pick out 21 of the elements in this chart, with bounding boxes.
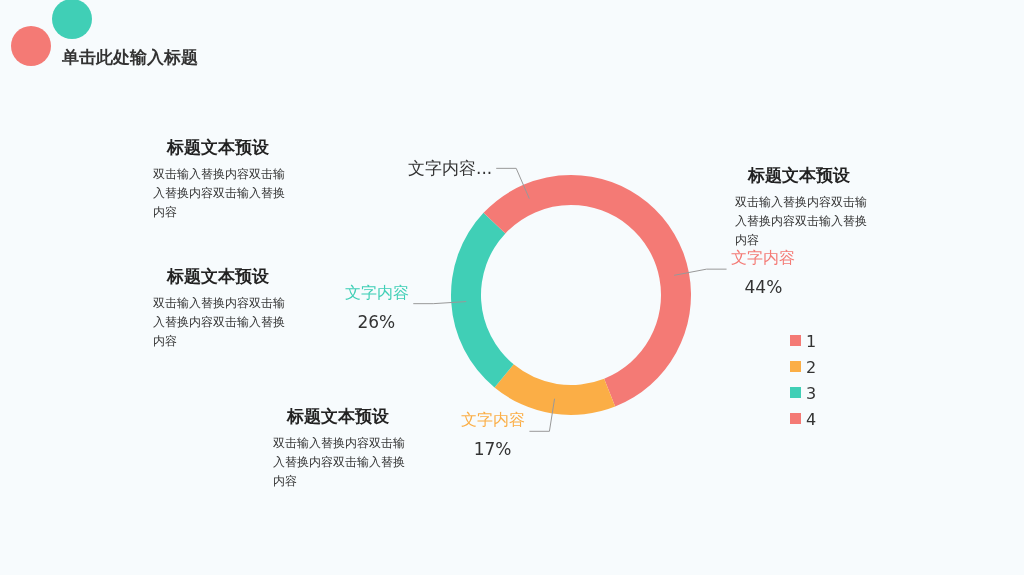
text: 文字内容...: [407, 158, 493, 179]
text: 双击输入替换内容双击输入替换内容双击输入替换内容: [153, 296, 285, 348]
text: 文字内容: [730, 248, 795, 268]
text: 双击输入替换内容双击输入替换内容双击输入替换内容: [153, 167, 285, 219]
donut-slice: [451, 212, 514, 388]
legend-label: 1: [806, 332, 817, 351]
text: 标题文本预设: [166, 266, 270, 286]
legend-label: 4: [806, 410, 817, 429]
data-label: 17%: [473, 439, 512, 460]
text: 标题文本预设: [166, 137, 270, 157]
legend-label: 2: [806, 358, 817, 377]
text: 标题文本预设: [286, 406, 390, 426]
text: 单击此处输入标题: [61, 47, 198, 67]
legend-label: 3: [806, 384, 817, 403]
data-label: 44%: [744, 277, 783, 298]
data-label: 26%: [357, 311, 396, 332]
text: 文字内容: [461, 410, 526, 430]
text: 标题文本预设: [747, 165, 851, 185]
text: 双击输入替换内容双击输入替换内容双击输入替换内容: [735, 195, 867, 247]
text: 双击输入替换内容双击输入替换内容双击输入替换内容: [273, 436, 405, 488]
text: 文字内容: [345, 282, 410, 302]
